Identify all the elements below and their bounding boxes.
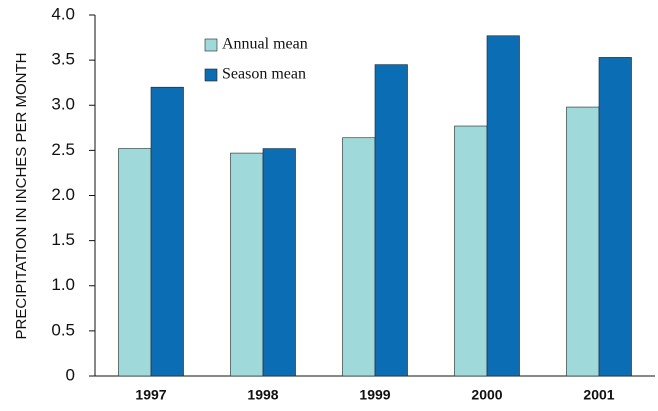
x-tick-label: 1999 bbox=[359, 387, 390, 403]
y-tick-label: 4.0 bbox=[51, 4, 75, 23]
bar bbox=[454, 125, 488, 377]
legend-label: Annual mean bbox=[222, 36, 308, 53]
x-tick-label: 1998 bbox=[247, 387, 278, 403]
bar bbox=[566, 106, 600, 377]
y-tick-label: 1.0 bbox=[51, 275, 75, 294]
bar bbox=[150, 86, 184, 377]
bar bbox=[486, 35, 520, 377]
legend-label: Season mean bbox=[222, 66, 306, 83]
x-tick-label: 2001 bbox=[583, 387, 614, 403]
bar bbox=[262, 148, 296, 377]
y-tick-label: 3.5 bbox=[51, 50, 75, 69]
y-tick-label: 3.0 bbox=[51, 95, 75, 114]
legend-swatch bbox=[204, 68, 218, 82]
bar bbox=[374, 64, 408, 377]
legend-swatch bbox=[204, 38, 218, 52]
bar bbox=[118, 148, 152, 377]
x-tick-label: 2000 bbox=[471, 387, 502, 403]
y-tick-label: 0.5 bbox=[51, 320, 75, 339]
y-tick-label: 1.5 bbox=[51, 230, 75, 249]
y-tick-label: 2.0 bbox=[51, 185, 75, 204]
bar bbox=[230, 152, 264, 377]
bar bbox=[598, 57, 632, 377]
y-axis-label: PRECIPITATION IN INCHES PER MONTH bbox=[13, 53, 30, 340]
x-tick-label: 1997 bbox=[135, 387, 166, 403]
bar bbox=[342, 137, 376, 377]
y-tick-label: 2.5 bbox=[51, 140, 75, 159]
y-tick-label: 0 bbox=[66, 365, 75, 384]
